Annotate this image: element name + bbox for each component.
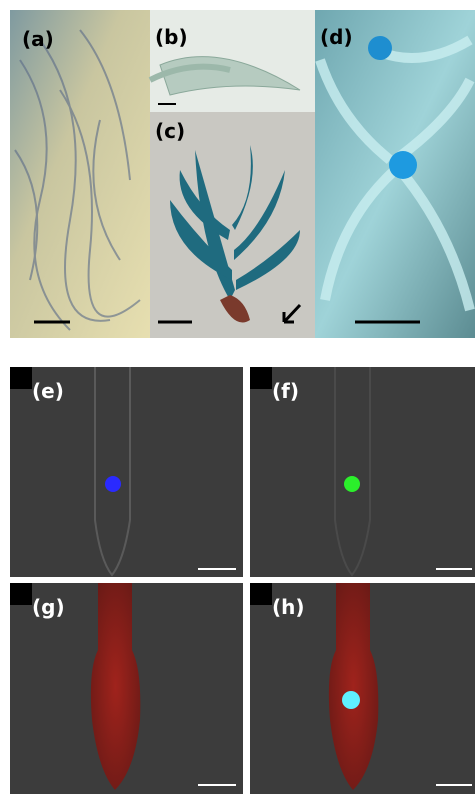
panel-label: (d) (320, 25, 353, 49)
panel-label: (h) (272, 595, 305, 619)
figure: (a) (b) (c) (d) (0, 0, 475, 794)
panel-g: (g) (10, 583, 243, 794)
panel-f: (f) (250, 367, 475, 577)
panel-e: (e) (10, 367, 243, 577)
panel-c: (c) (150, 112, 315, 338)
panel-b: (b) (150, 10, 315, 112)
panel-d: (d) (315, 10, 475, 338)
panel-h: (h) (250, 583, 475, 794)
page: (a) (b) (c) (d) (0, 0, 475, 794)
panel-a: (a) (10, 10, 150, 338)
panel-label: (c) (155, 119, 185, 143)
panel-label: (g) (32, 595, 65, 619)
panel-label: (a) (22, 27, 54, 51)
panel-label: (e) (32, 379, 64, 403)
panel-label: (f) (272, 379, 299, 403)
panel-label: (b) (155, 25, 188, 49)
